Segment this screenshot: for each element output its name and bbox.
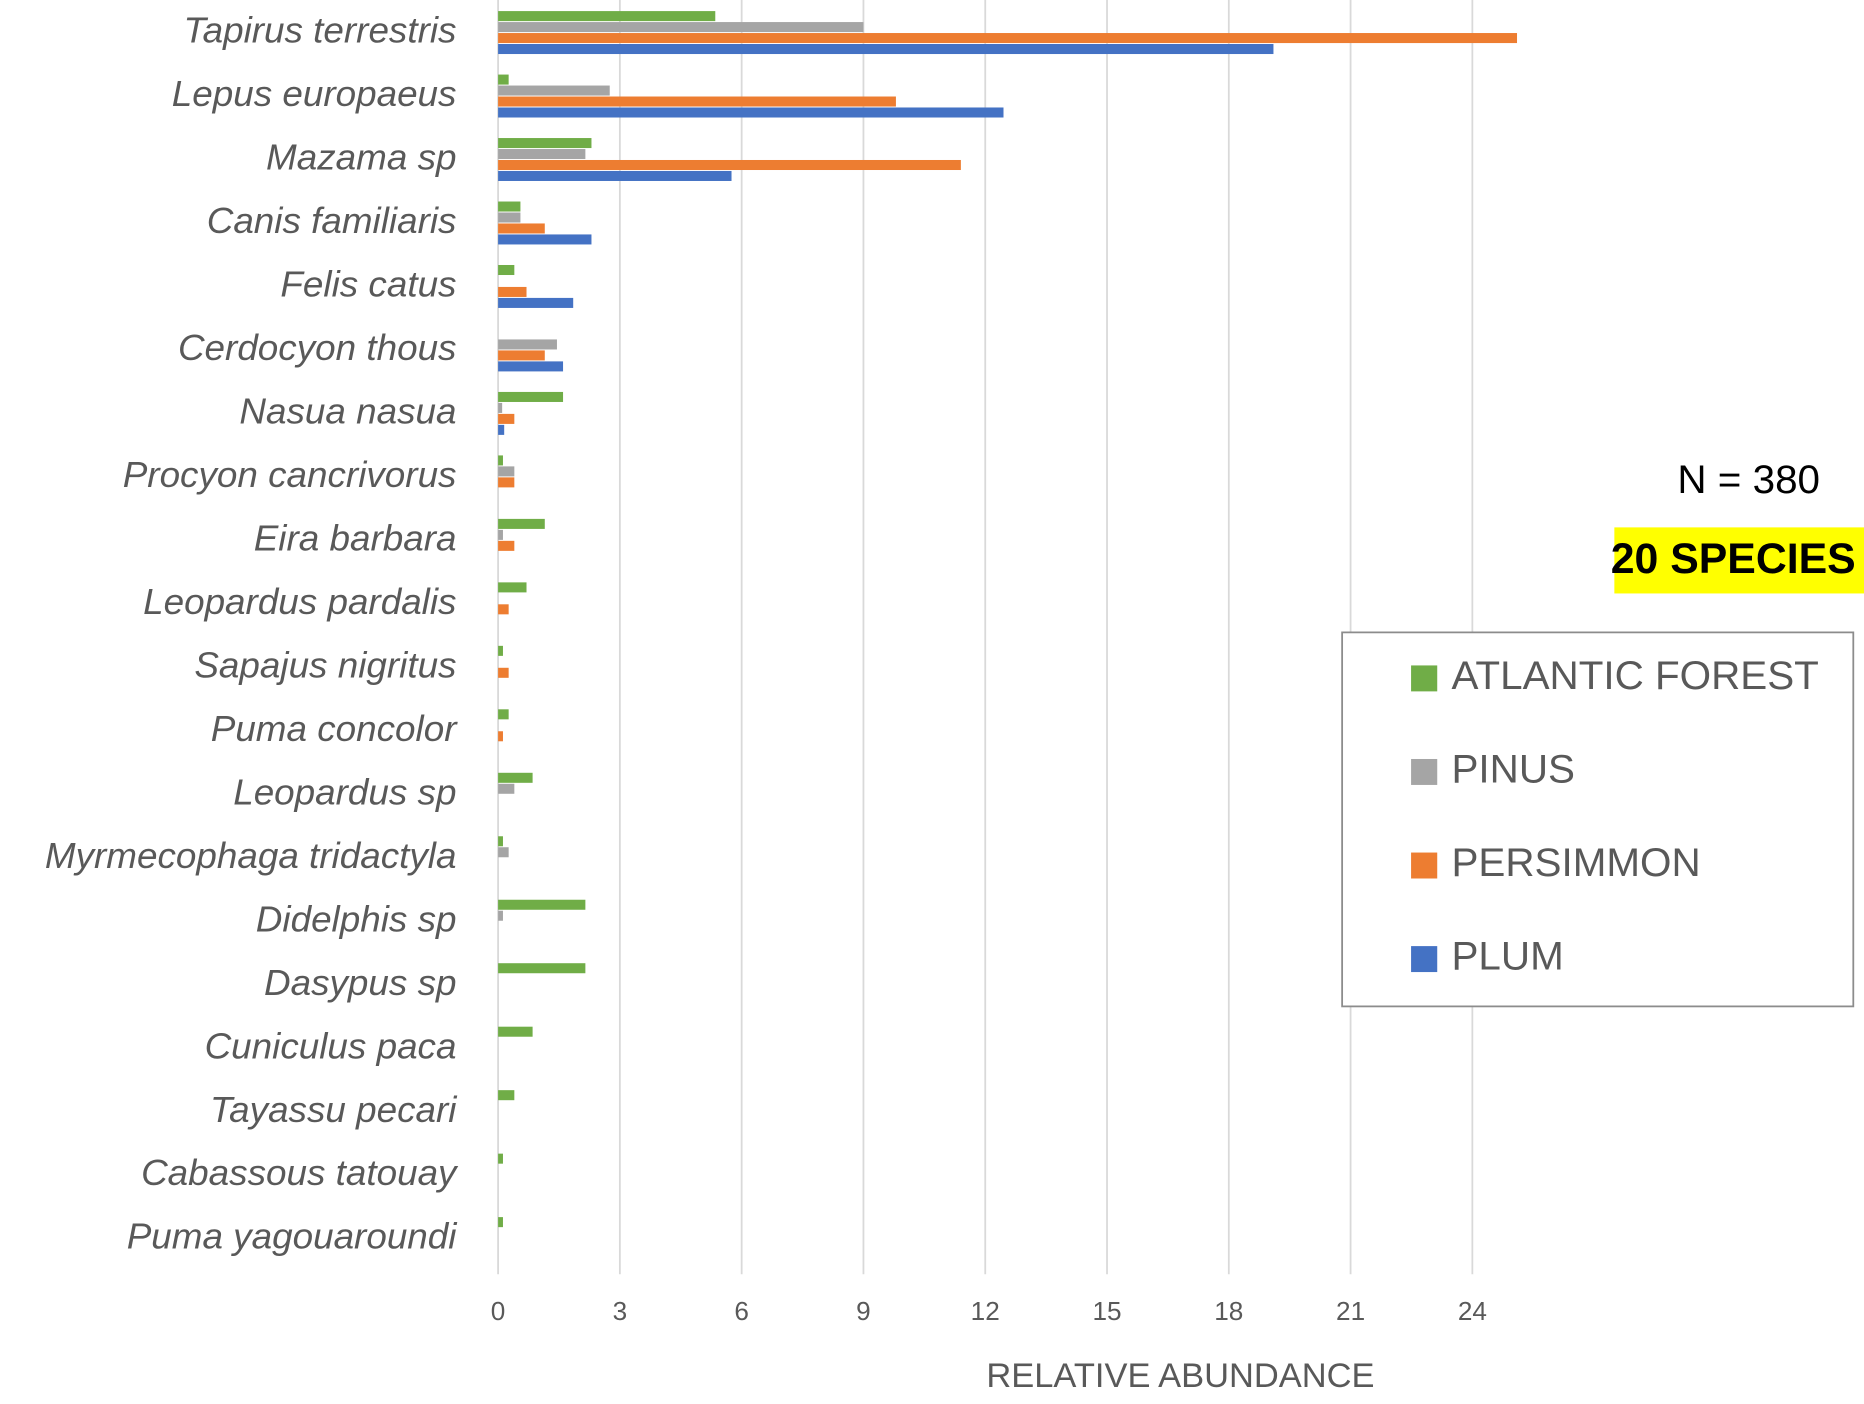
x-tick-label: 15 [1092, 1296, 1121, 1326]
bar [498, 234, 592, 245]
bar [498, 107, 1004, 118]
x-tick-label: 21 [1336, 1296, 1365, 1326]
x-tick-label: 3 [613, 1296, 628, 1326]
legend-label: PERSIMMON [1451, 840, 1700, 885]
bar [498, 424, 505, 435]
bar [498, 402, 503, 413]
bar [498, 731, 503, 742]
y-tick-label: Cabassous tatouay [141, 1152, 459, 1193]
bar [498, 201, 521, 212]
bar [498, 44, 1274, 55]
y-tick-label: Puma yagouaroundi [127, 1216, 458, 1257]
bar [498, 836, 503, 847]
bar [498, 223, 545, 234]
bar [498, 138, 592, 149]
bar [498, 910, 503, 921]
y-tick-label: Lepus europaeus [172, 73, 457, 114]
bar [498, 963, 586, 974]
bar [498, 413, 515, 424]
bar [498, 339, 557, 350]
bar [498, 645, 503, 656]
bar [498, 667, 509, 678]
bar [498, 149, 586, 160]
bar [498, 1217, 503, 1228]
y-tick-label: Procyon cancrivorus [123, 454, 457, 495]
bar [498, 286, 527, 297]
bar [498, 709, 509, 720]
bar [498, 518, 545, 529]
y-tick-label: Nasua nasua [239, 391, 456, 432]
y-tick-label: Puma concolor [211, 708, 459, 749]
bar [498, 361, 564, 372]
bar [498, 455, 503, 466]
y-tick-label: Canis familiaris [207, 200, 457, 241]
y-tick-label: Eira barbara [254, 518, 457, 559]
bar [498, 783, 515, 794]
y-tick-label: Cerdocyon thous [178, 327, 457, 368]
y-tick-label: Leopardus sp [233, 772, 456, 813]
y-tick-label: Tayassu pecari [210, 1089, 457, 1130]
x-tick-label: 0 [491, 1296, 506, 1326]
bar [498, 529, 503, 540]
bar [498, 33, 1518, 44]
bar [498, 1026, 533, 1037]
highlight [1614, 527, 1864, 594]
y-tick-label: Leopardus pardalis [143, 581, 456, 622]
bar [498, 212, 521, 223]
x-tick-label: 18 [1214, 1296, 1243, 1326]
x-tick-label: 24 [1458, 1296, 1487, 1326]
bar [498, 772, 533, 783]
y-tick-label: Tapirus terrestris [183, 10, 456, 51]
bar [498, 350, 545, 361]
x-tick-label: 12 [971, 1296, 1000, 1326]
legend-swatch [1411, 852, 1438, 879]
bar [498, 540, 515, 551]
y-tick-label: Myrmecophaga tridactyla [45, 835, 457, 876]
y-tick-label: Mazama sp [266, 137, 456, 178]
bar [498, 170, 732, 181]
y-tick-label: Felis catus [280, 264, 456, 305]
bar [498, 74, 509, 85]
bar [498, 899, 586, 910]
x-tick-label: 9 [856, 1296, 871, 1326]
bar [498, 22, 864, 33]
annotation: N = 380 [1677, 457, 1820, 502]
bar [498, 847, 509, 858]
bar [498, 604, 509, 615]
bar [498, 466, 515, 477]
legend-swatch [1411, 758, 1438, 785]
y-tick-label: Cuniculus paca [205, 1025, 457, 1066]
legend-box [1341, 631, 1855, 1008]
bar [498, 582, 527, 593]
bar [498, 11, 716, 22]
legend-label: ATLANTIC FOREST [1451, 653, 1818, 698]
legend-swatch [1411, 665, 1438, 692]
x-axis-title: RELATIVE ABUNDANCE [986, 1357, 1374, 1395]
bar [498, 85, 610, 96]
y-tick-label: Didelphis sp [256, 898, 457, 939]
legend-label: PINUS [1451, 747, 1574, 792]
grid [497, 0, 1474, 1275]
legend-label: PLUM [1451, 934, 1563, 979]
bar [498, 159, 961, 171]
y-tick-label: Dasypus sp [264, 962, 456, 1003]
bar [498, 391, 564, 402]
bar [498, 264, 515, 276]
y-tick-label: Sapajus nigritus [194, 645, 456, 686]
bar [498, 477, 515, 488]
annotation: 20 SPECIES [1611, 535, 1856, 583]
bar [498, 1153, 503, 1164]
bar [498, 297, 574, 308]
x-tick-label: 6 [734, 1296, 749, 1326]
bar [498, 1090, 515, 1101]
legend-swatch [1411, 946, 1438, 973]
bar [498, 96, 896, 107]
